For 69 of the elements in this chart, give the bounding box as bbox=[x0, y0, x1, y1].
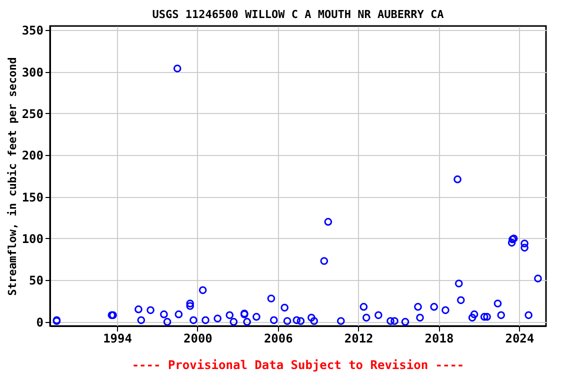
point bbox=[226, 311, 234, 320]
point bbox=[320, 257, 328, 265]
point bbox=[324, 218, 332, 226]
point bbox=[456, 296, 465, 304]
chart-title: USGS 11246500 WILLOW C A MOUTH NR AUBERRY CA bbox=[152, 8, 444, 22]
point bbox=[480, 312, 488, 321]
point bbox=[163, 318, 172, 326]
y-tick-label: 250 bbox=[22, 107, 44, 121]
point bbox=[386, 317, 394, 325]
x-tick-label: 2006 bbox=[264, 332, 293, 346]
point bbox=[134, 305, 142, 314]
point bbox=[360, 302, 368, 311]
y-tick-label: 50 bbox=[29, 274, 44, 288]
point bbox=[454, 175, 462, 184]
point bbox=[280, 304, 289, 312]
y-tick-label: 150 bbox=[22, 190, 44, 204]
point bbox=[430, 302, 438, 311]
point bbox=[374, 311, 382, 320]
y-tick-label: 100 bbox=[22, 232, 44, 246]
point bbox=[230, 318, 238, 326]
point bbox=[252, 312, 260, 321]
point bbox=[401, 318, 410, 326]
point bbox=[520, 244, 528, 252]
point bbox=[292, 316, 301, 324]
point bbox=[137, 316, 146, 324]
x-tick-label: 2012 bbox=[344, 332, 374, 346]
point bbox=[524, 311, 532, 320]
point bbox=[202, 316, 210, 324]
point bbox=[160, 310, 168, 318]
point bbox=[520, 240, 528, 248]
point bbox=[534, 274, 542, 282]
point bbox=[494, 300, 502, 308]
point bbox=[310, 317, 318, 325]
point bbox=[390, 317, 398, 325]
point bbox=[174, 310, 183, 318]
y-tick-label: 200 bbox=[22, 148, 44, 163]
point bbox=[336, 317, 345, 325]
point bbox=[414, 302, 422, 311]
point bbox=[243, 318, 251, 326]
point bbox=[214, 314, 222, 322]
point bbox=[508, 238, 516, 247]
point bbox=[468, 314, 476, 322]
point bbox=[198, 286, 207, 294]
point bbox=[186, 300, 194, 308]
point bbox=[270, 316, 278, 324]
y-tick-label: 300 bbox=[22, 65, 44, 80]
x-tick-label: 1994 bbox=[103, 332, 132, 346]
point bbox=[296, 317, 305, 325]
point bbox=[267, 294, 276, 302]
y-tick-label: 350 bbox=[22, 24, 44, 38]
point bbox=[283, 317, 292, 325]
y-axis-title: Streamflow, in cubic feet per second bbox=[6, 57, 19, 296]
point bbox=[362, 314, 370, 322]
text: ---- Provisional Data Subject to Revision ---- bbox=[132, 358, 464, 372]
point bbox=[416, 314, 424, 322]
point bbox=[483, 312, 491, 321]
point bbox=[307, 314, 316, 322]
point bbox=[497, 311, 506, 320]
x-tick-label: 2018 bbox=[424, 332, 454, 346]
point bbox=[470, 310, 478, 318]
y-tick-label: 0 bbox=[36, 315, 44, 330]
point bbox=[454, 280, 463, 288]
point bbox=[173, 64, 182, 72]
point bbox=[186, 302, 194, 310]
point bbox=[442, 306, 450, 314]
point bbox=[146, 306, 154, 314]
x-tick-label: 2024 bbox=[505, 332, 534, 346]
point bbox=[190, 316, 198, 324]
x-tick-label: 2000 bbox=[184, 332, 212, 346]
